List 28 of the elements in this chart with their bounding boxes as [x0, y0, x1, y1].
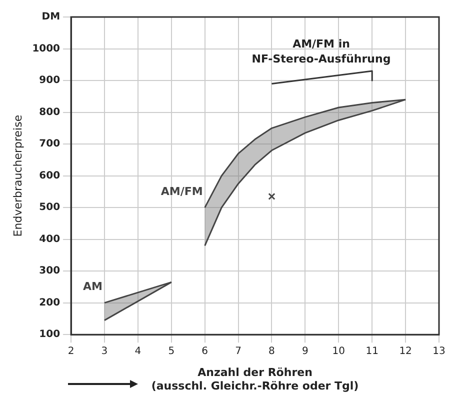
series-label: AM	[83, 280, 102, 294]
y-tick-label: 900	[39, 75, 60, 86]
x-tick-label: 5	[168, 346, 175, 358]
y-tick-label: 100	[39, 329, 60, 340]
x-axis-title: Anzahl der Röhren (ausschl. Gleichr.-Röhre oder Tgl)	[151, 366, 359, 392]
x-tick-label: 13	[432, 346, 446, 358]
y-tick-label: 700	[39, 138, 60, 150]
x-tick-label: 4	[134, 346, 142, 358]
x-tick-label: 9	[302, 346, 308, 358]
x-tick-label: 6	[202, 346, 208, 358]
x-tick-label: 11	[366, 346, 378, 358]
x-tick-label: 7	[235, 346, 242, 358]
y-axis-title: Endverbraucherpreise	[11, 114, 24, 237]
x-tick-label: 10	[332, 346, 346, 358]
y-tick-label: 300	[39, 266, 60, 277]
annotation: AM/FM in NF-Stereo-Ausführung	[252, 37, 391, 66]
y-tick-label: 200	[39, 297, 60, 308]
x-tick-label: 3	[101, 346, 108, 358]
y-tick-label: 600	[39, 170, 60, 182]
x-tick-label: 12	[399, 346, 412, 358]
x-tick-label: 8	[268, 346, 275, 358]
y-tick-label: DM	[42, 12, 60, 23]
y-tick-label: 400	[39, 234, 60, 245]
y-tick-label: 1000	[32, 43, 60, 54]
series-label: AM/FM	[160, 184, 203, 198]
y-tick-label: 800	[39, 106, 60, 118]
x-tick-label: 2	[68, 346, 74, 358]
y-tick-label: 500	[39, 202, 60, 214]
